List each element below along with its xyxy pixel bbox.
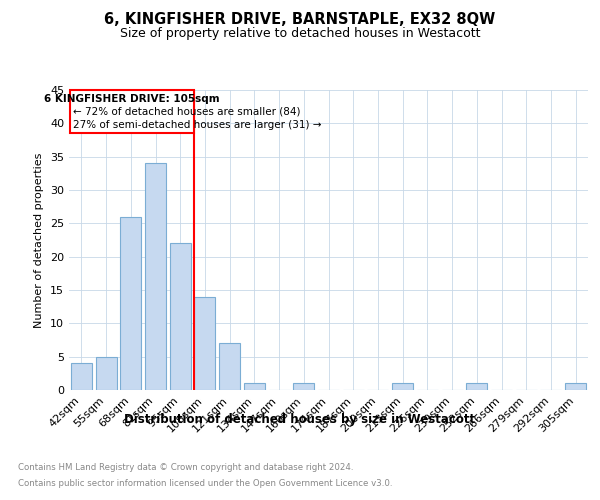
Bar [194,296,215,390]
Bar [219,344,240,390]
Bar [145,164,166,390]
Bar [565,384,586,390]
Bar [95,356,116,390]
Text: ← 72% of detached houses are smaller (84): ← 72% of detached houses are smaller (84… [73,107,300,117]
FancyBboxPatch shape [70,90,194,134]
Bar [71,364,92,390]
Text: 6 KINGFISHER DRIVE: 105sqm: 6 KINGFISHER DRIVE: 105sqm [44,94,220,104]
Bar [120,216,141,390]
Text: Contains HM Land Registry data © Crown copyright and database right 2024.: Contains HM Land Registry data © Crown c… [18,462,353,471]
Text: Distribution of detached houses by size in Westacott: Distribution of detached houses by size … [124,412,476,426]
Y-axis label: Number of detached properties: Number of detached properties [34,152,44,328]
Bar [170,244,191,390]
Bar [244,384,265,390]
Bar [466,384,487,390]
Bar [293,384,314,390]
Text: 27% of semi-detached houses are larger (31) →: 27% of semi-detached houses are larger (… [73,120,321,130]
Bar [392,384,413,390]
Text: 6, KINGFISHER DRIVE, BARNSTAPLE, EX32 8QW: 6, KINGFISHER DRIVE, BARNSTAPLE, EX32 8Q… [104,12,496,28]
Text: Contains public sector information licensed under the Open Government Licence v3: Contains public sector information licen… [18,479,392,488]
Text: Size of property relative to detached houses in Westacott: Size of property relative to detached ho… [120,28,480,40]
